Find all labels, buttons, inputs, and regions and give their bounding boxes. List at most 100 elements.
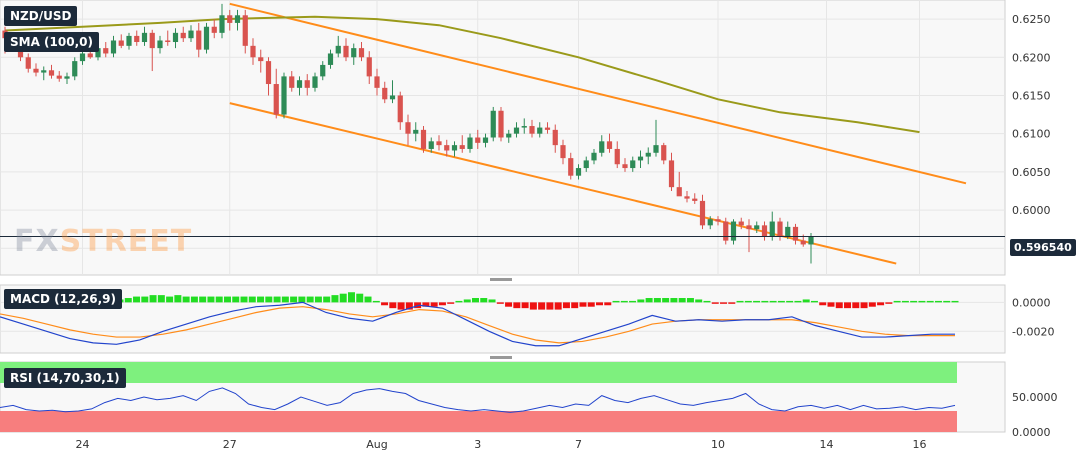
candle-body xyxy=(482,137,489,143)
macd-histogram-bar xyxy=(381,302,389,306)
candle-body xyxy=(537,127,543,134)
macd-histogram-bar xyxy=(257,296,265,303)
candle-body xyxy=(250,45,256,58)
macd-histogram-bar xyxy=(223,296,231,303)
candle-body xyxy=(637,156,644,161)
candle-body xyxy=(397,95,403,123)
candle-body xyxy=(715,219,721,222)
macd-histogram-bar xyxy=(736,300,744,303)
macd-histogram-bar xyxy=(215,296,223,303)
macd-histogram-bar xyxy=(703,300,711,303)
candle-body xyxy=(265,61,272,85)
x-tick-label: 14 xyxy=(820,438,834,451)
candle-body xyxy=(738,221,744,226)
candle-body xyxy=(614,148,620,165)
candle-body xyxy=(661,145,667,161)
candle-body xyxy=(374,76,380,88)
macd-histogram-bar xyxy=(174,295,182,303)
candle-body xyxy=(165,40,171,43)
macd-histogram-bar xyxy=(877,302,885,306)
macd-histogram-bar xyxy=(372,300,380,303)
candle-body xyxy=(490,110,496,138)
macd-histogram-bar xyxy=(323,296,331,303)
candle-body xyxy=(95,48,101,58)
macd-histogram-bar xyxy=(182,296,190,303)
x-tick-label: 7 xyxy=(575,438,582,451)
macd-histogram-bar xyxy=(265,296,273,303)
rsi-oversold-zone xyxy=(0,411,957,432)
candle-body xyxy=(351,48,357,58)
candle-body xyxy=(808,236,814,245)
candle-body xyxy=(320,64,326,77)
macd-histogram-bar xyxy=(711,302,719,304)
macd-histogram-bar xyxy=(720,302,728,304)
macd-histogram-bar xyxy=(438,302,446,306)
macd-histogram-bar xyxy=(786,300,794,303)
candle-body xyxy=(219,15,225,33)
macd-histogram-bar xyxy=(910,300,918,303)
macd-histogram-bar xyxy=(488,299,496,303)
macd-histogram-bar xyxy=(728,302,736,304)
candle-body xyxy=(242,15,248,46)
candle-body xyxy=(149,32,155,49)
macd-histogram-bar xyxy=(232,296,240,303)
macd-panel-frame xyxy=(0,284,1006,354)
macd-histogram-bar xyxy=(951,300,959,303)
macd-histogram-bar xyxy=(480,298,488,303)
macd-histogram-bar xyxy=(604,302,612,306)
candle-body xyxy=(258,57,264,62)
macd-histogram-bar xyxy=(513,302,521,309)
candle-body xyxy=(754,225,760,230)
macd-histogram-bar xyxy=(496,302,504,304)
macd-histogram-bar xyxy=(901,300,909,303)
macd-histogram-bar xyxy=(199,296,207,303)
candle-body xyxy=(653,145,659,153)
macd-signal-line xyxy=(0,306,955,344)
macd-histogram-bar xyxy=(141,296,149,303)
price-tick-label: 0.6050 xyxy=(1012,166,1051,179)
macd-histogram-bar xyxy=(670,298,678,303)
candle-body xyxy=(560,145,566,159)
price-chart-title: NZD/USD xyxy=(4,6,78,26)
macd-histogram-bar xyxy=(133,296,141,303)
candle-body xyxy=(606,141,613,149)
candle-body xyxy=(684,196,690,199)
candle-body xyxy=(413,129,419,134)
macd-histogram-bar xyxy=(885,302,893,304)
candle-body xyxy=(227,15,233,23)
x-tick-label: 16 xyxy=(913,438,927,451)
candle-body xyxy=(599,141,605,153)
candle-body xyxy=(568,158,574,176)
macd-histogram-bar xyxy=(538,302,546,310)
candle-body xyxy=(358,48,365,58)
macd-histogram-bar xyxy=(844,302,852,309)
macd-histogram-bar xyxy=(364,296,372,303)
candle-body xyxy=(730,221,737,241)
candle-body xyxy=(436,141,442,146)
macd-histogram-bar xyxy=(240,296,248,303)
macd-histogram-bar xyxy=(645,298,653,303)
macd-histogram-bar xyxy=(430,302,438,307)
rsi-line xyxy=(0,387,956,413)
sma-indicator-label: SMA (100,0) xyxy=(4,32,99,52)
candle-body xyxy=(622,164,628,169)
candle-body xyxy=(327,53,334,65)
macd-histogram-bar xyxy=(149,295,157,303)
macd-histogram-bar xyxy=(248,296,256,303)
candle-body xyxy=(79,53,86,62)
candle-body xyxy=(529,126,535,134)
candle-body xyxy=(676,187,682,197)
candle-body xyxy=(56,75,62,79)
candle-body xyxy=(792,226,799,241)
macd-histogram-bar xyxy=(686,298,694,303)
candle-body xyxy=(746,225,752,230)
candle-body xyxy=(188,30,194,39)
candle-body xyxy=(366,57,372,77)
candle-body xyxy=(134,35,140,43)
candle-body xyxy=(761,225,768,237)
macd-histogram-bar xyxy=(777,300,785,303)
rsi-tick-label: 50.0000 xyxy=(1012,391,1058,404)
price-tick-label: 0.6100 xyxy=(1012,128,1051,141)
macd-histogram-bar xyxy=(802,299,810,303)
macd-histogram-bar xyxy=(926,300,934,303)
